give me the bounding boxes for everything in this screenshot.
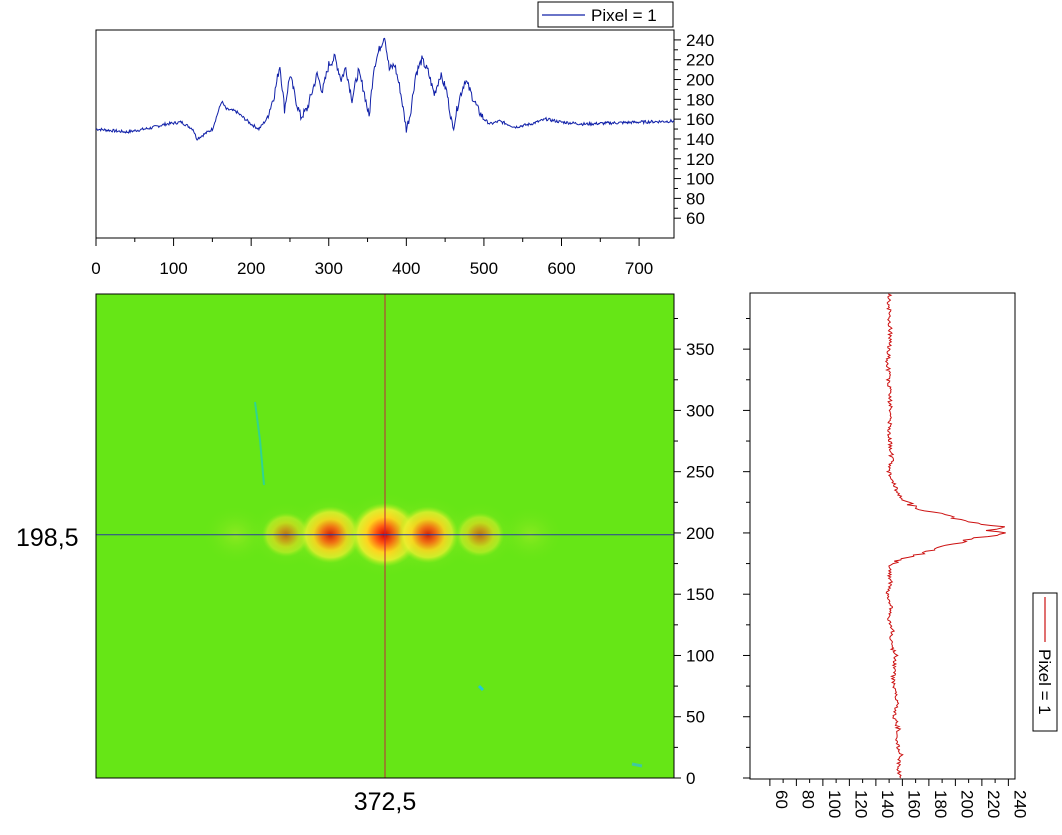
image-frame [95,293,675,779]
right-plot-frame [749,292,1016,780]
right-y-axis [743,318,750,779]
image-y-axis: 0 50 100 150 200 250 300 350 [674,318,714,788]
top-legend-label: Pixel = 1 [591,6,657,25]
image-streak-lower [477,684,485,692]
top-y-tick-label: 160 [686,110,714,129]
right-profile-panel: 60 80 100 120 140 160 180 200 220 240 Pixel = 1 [743,292,1058,818]
right-x-tick-label: 220 [984,790,1003,818]
image-y-tick-label: 150 [686,585,714,604]
right-x-axis: 60 80 100 120 140 160 180 200 220 240 [769,779,1029,818]
top-y-tick-label: 120 [686,150,714,169]
right-x-tick-label: 180 [931,790,950,818]
image-streaks [254,401,643,768]
top-x-tick-label: 100 [159,259,187,278]
image-streak-corner [631,762,643,768]
right-x-tick-label: 100 [825,790,844,818]
top-y-tick-label: 140 [686,130,714,149]
image-y-tick-label: 50 [686,708,705,727]
image-streak-upper [254,401,265,486]
top-y-tick-label: 60 [686,209,705,228]
image-y-tick-label: 100 [686,646,714,665]
right-x-tick-label: 140 [878,790,897,818]
top-y-tick-label: 200 [686,71,714,90]
top-profile-line [95,37,675,141]
top-x-tick-label: 400 [392,259,420,278]
right-x-tick-label: 120 [851,790,870,818]
top-x-tick-label: 500 [470,259,498,278]
top-y-tick-label: 80 [686,189,705,208]
top-profile-panel: 0 100 200 300 400 500 600 700 60801001201401601… [91,1,714,278]
top-y-tick-label: 100 [686,170,714,189]
top-x-axis: 0 100 200 300 400 500 600 700 [91,238,653,278]
crosshair-x-readout: 372,5 [354,788,417,816]
top-legend: Pixel = 1 [537,1,674,28]
image-y-tick-label: 250 [686,463,714,482]
top-x-tick-label: 200 [237,259,265,278]
right-x-tick-label: 80 [798,790,817,809]
top-y-tick-label: 180 [686,90,714,109]
top-x-tick-label: 700 [625,259,653,278]
top-x-tick-label: 0 [91,259,100,278]
top-plot-frame [95,29,675,239]
top-y-tick-label: 220 [686,51,714,70]
right-x-tick-label: 200 [957,790,976,818]
image-y-tick-label: 200 [686,524,714,543]
image-y-tick-label: 0 [686,769,695,788]
right-x-tick-label: 240 [1010,790,1029,818]
right-legend-label: Pixel = 1 [1035,649,1054,715]
image-panel: 0 50 100 150 200 250 300 350 372,5 198,5 [16,293,714,816]
image-y-tick-label: 300 [686,401,714,420]
crosshair-y-readout: 198,5 [16,524,79,552]
right-legend: Pixel = 1 [1032,592,1058,732]
right-x-tick-label: 60 [772,790,791,809]
top-y-tick-label: 240 [686,31,714,50]
image-y-tick-label: 350 [686,340,714,359]
top-x-tick-label: 300 [315,259,343,278]
right-x-tick-label: 160 [904,790,923,818]
top-x-tick-label: 600 [547,259,575,278]
right-profile-line [884,293,1006,779]
